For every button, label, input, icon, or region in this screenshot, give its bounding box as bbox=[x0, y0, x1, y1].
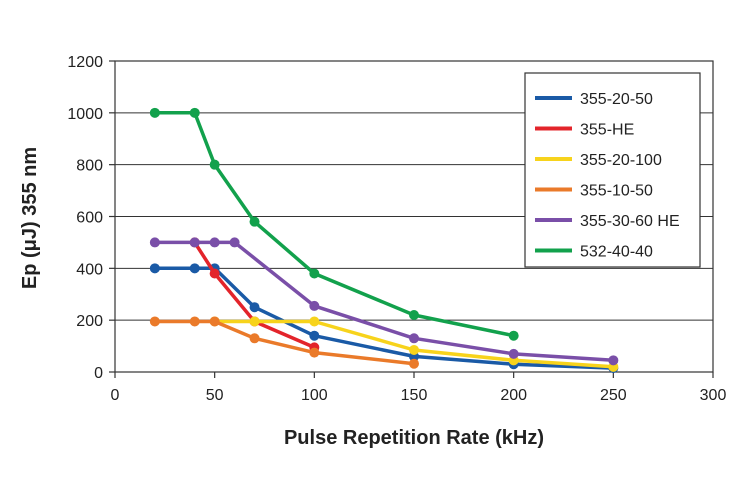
data-point bbox=[409, 309, 419, 320]
y-tick-label: 400 bbox=[76, 261, 103, 278]
series-line bbox=[154, 111, 515, 338]
data-point bbox=[249, 316, 260, 327]
data-point bbox=[209, 159, 220, 170]
data-point bbox=[149, 316, 160, 327]
tick-labels: 0 200 400 600 800 1000 1200 0 50 100 150 200 250 300 bbox=[67, 54, 726, 404]
legend-item: 355-30-60 HE bbox=[535, 213, 680, 230]
legend-label: 355-20-50 bbox=[580, 91, 653, 108]
legend-label: 355-HE bbox=[580, 122, 634, 139]
data-point bbox=[189, 237, 200, 248]
legend-label: 355-10-50 bbox=[580, 183, 653, 200]
legend-box bbox=[524, 72, 701, 268]
data-point bbox=[409, 344, 419, 355]
x-tick-label: 0 bbox=[111, 387, 120, 404]
legend-label: 532-40-40 bbox=[580, 244, 653, 261]
y-tick-label: 200 bbox=[76, 313, 103, 330]
x-tick-label: 50 bbox=[206, 387, 224, 404]
data-point bbox=[508, 348, 519, 359]
legend-label: 355-20-100 bbox=[580, 152, 662, 169]
data-point bbox=[189, 107, 200, 118]
axes bbox=[109, 60, 714, 378]
y-tick-label: 800 bbox=[76, 158, 103, 175]
data-point bbox=[249, 216, 260, 227]
data-point bbox=[409, 333, 419, 344]
x-tick-label: 150 bbox=[401, 387, 428, 404]
data-point bbox=[149, 237, 160, 248]
legend-item: 355-HE bbox=[535, 122, 634, 139]
series-532-40-40 bbox=[149, 107, 519, 341]
data-point bbox=[149, 263, 160, 274]
series-group bbox=[149, 107, 619, 374]
x-tick-label: 200 bbox=[500, 387, 527, 404]
y-tick-label: 1000 bbox=[67, 106, 103, 123]
data-point bbox=[189, 316, 200, 327]
y-tick-label: 600 bbox=[76, 210, 103, 227]
data-point bbox=[309, 330, 320, 341]
series-line bbox=[193, 241, 315, 350]
x-tick-label: 250 bbox=[600, 387, 627, 404]
legend-item: 532-40-40 bbox=[535, 244, 653, 261]
series-line bbox=[154, 319, 415, 366]
x-tick-label: 300 bbox=[700, 387, 727, 404]
data-point bbox=[508, 330, 519, 341]
data-point bbox=[309, 300, 320, 311]
data-point bbox=[149, 107, 160, 118]
series-line bbox=[214, 319, 614, 369]
x-axis-title: Pulse Repetition Rate (kHz) bbox=[284, 427, 544, 449]
series-355-30-60-he bbox=[149, 237, 619, 366]
legend: 355-20-50 355-HE 355-20-100 355-10-50 355-30… bbox=[524, 72, 701, 268]
data-point bbox=[608, 355, 619, 366]
series-355-10-50 bbox=[149, 316, 419, 369]
y-tick-label: 1200 bbox=[67, 54, 103, 71]
data-point bbox=[309, 347, 320, 358]
legend-item: 355-10-50 bbox=[535, 183, 653, 200]
data-point bbox=[189, 263, 200, 274]
data-point bbox=[409, 358, 419, 369]
legend-label: 355-30-60 HE bbox=[580, 213, 680, 230]
data-point bbox=[309, 316, 320, 327]
legend-item: 355-20-100 bbox=[535, 152, 662, 169]
data-point bbox=[209, 316, 220, 327]
data-point bbox=[229, 237, 240, 248]
data-point bbox=[249, 302, 260, 313]
x-tick-label: 100 bbox=[301, 387, 328, 404]
data-point bbox=[309, 268, 320, 279]
data-point bbox=[249, 333, 260, 344]
y-tick-label: 0 bbox=[94, 365, 103, 382]
data-point bbox=[209, 237, 220, 248]
legend-item: 355-20-50 bbox=[535, 91, 653, 108]
y-axis-title: Ep (μJ) 355 nm bbox=[19, 147, 41, 289]
data-point bbox=[209, 268, 220, 279]
